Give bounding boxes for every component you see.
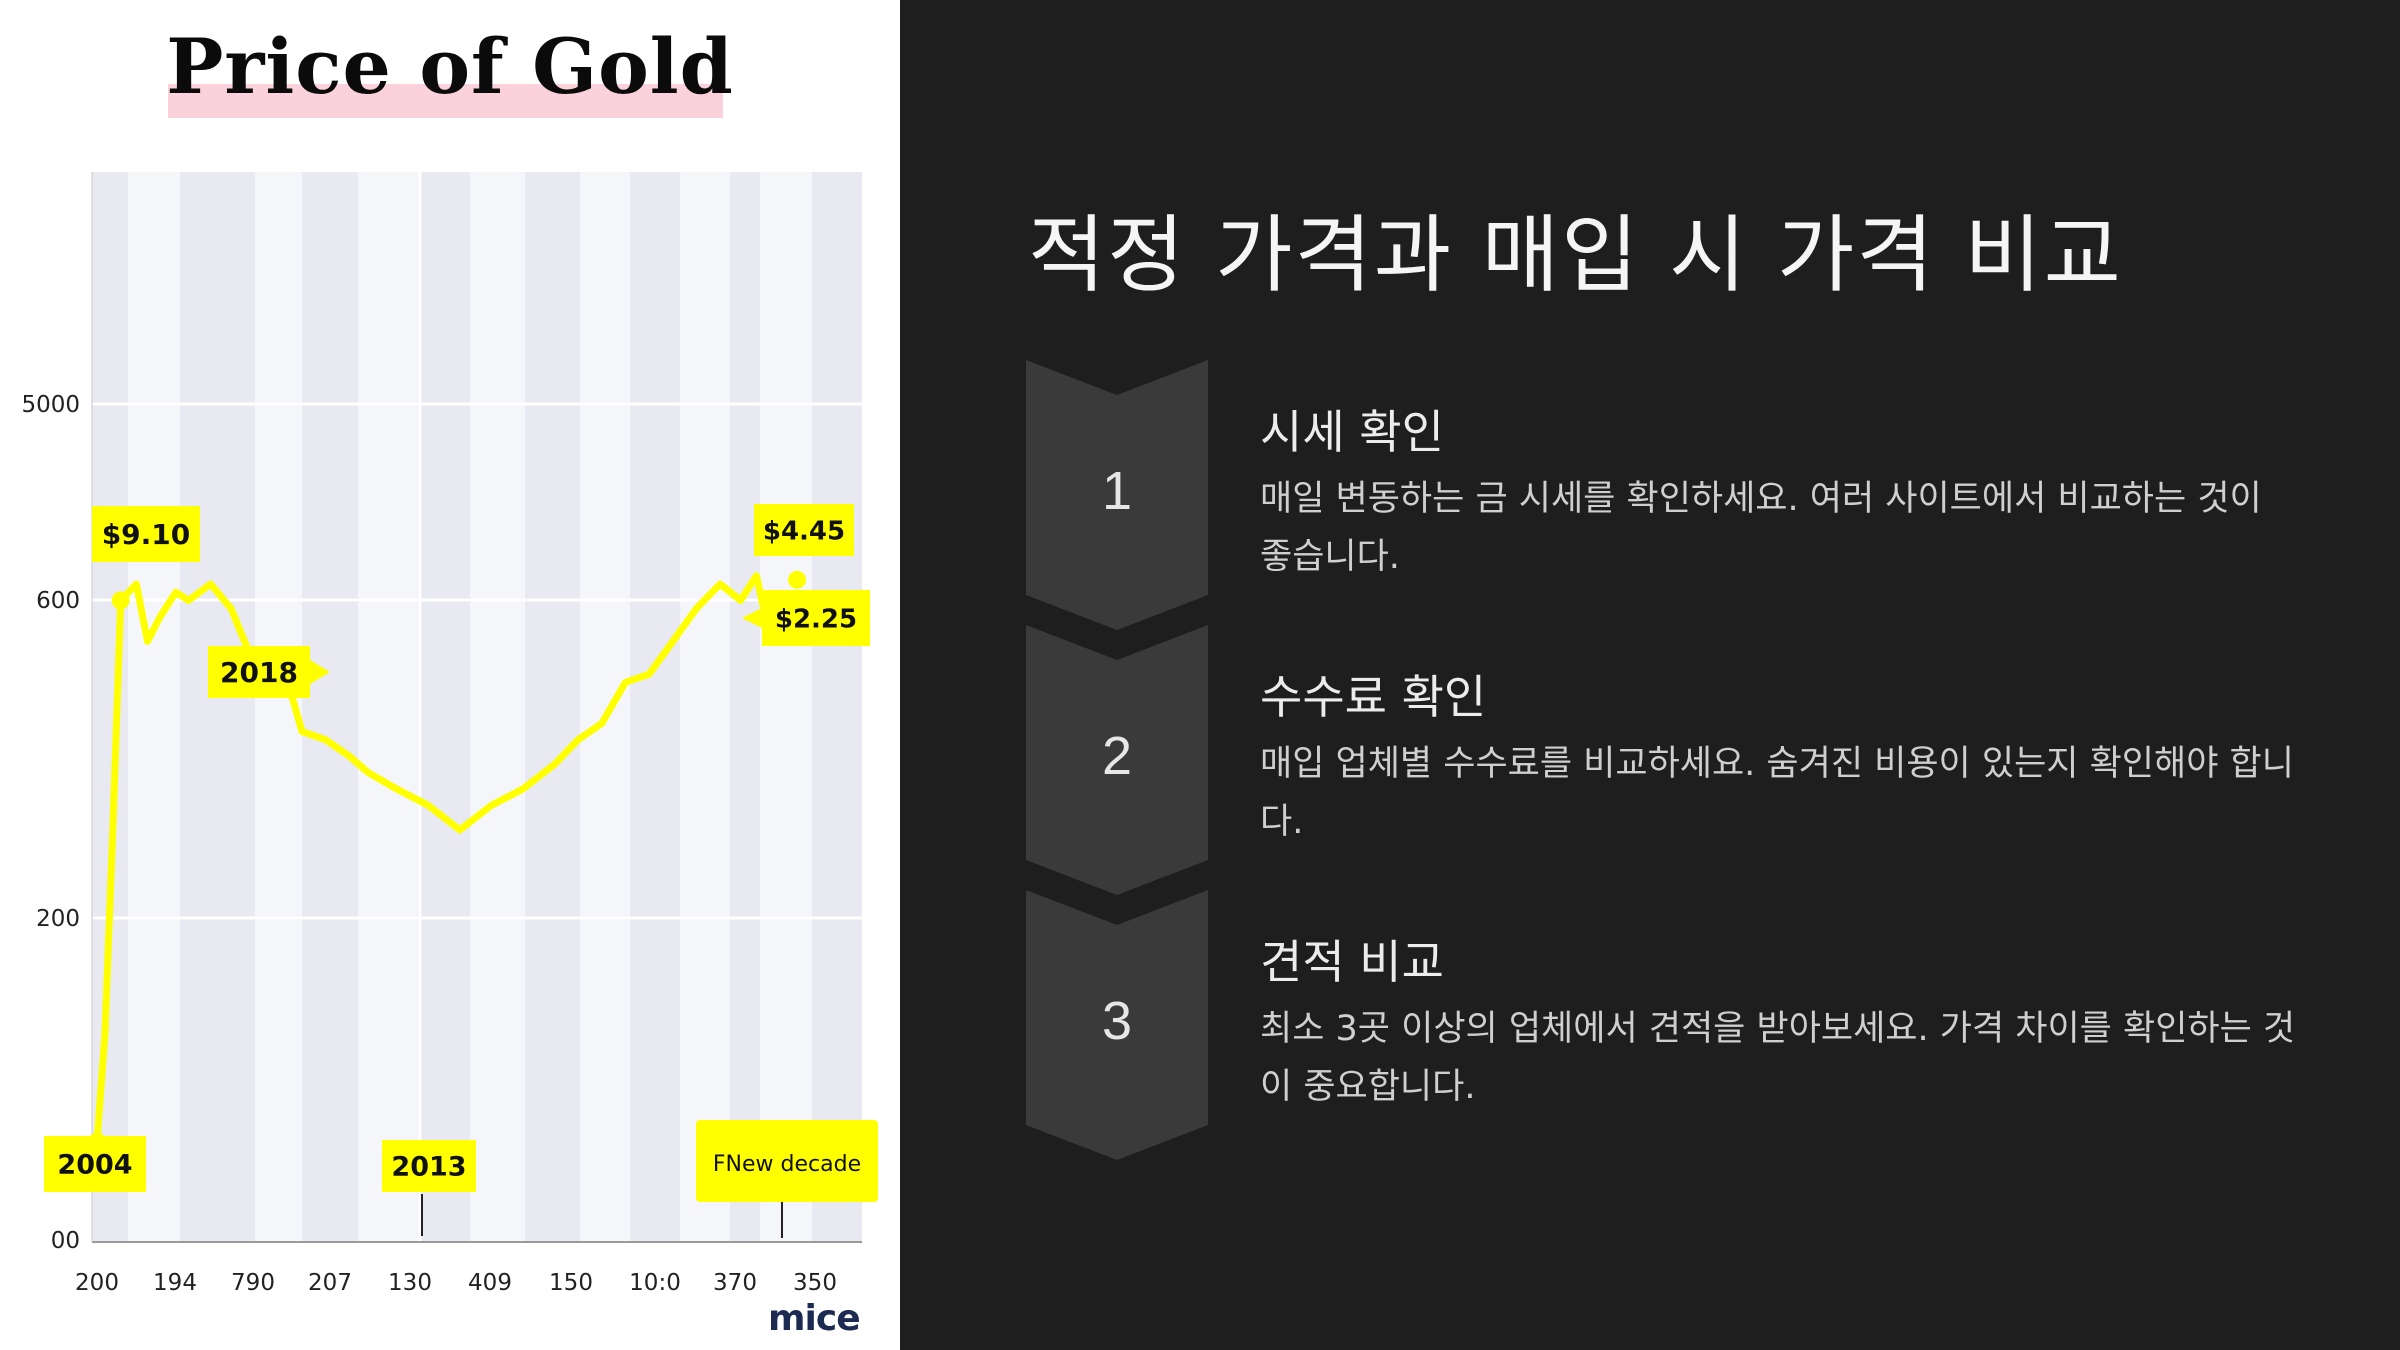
y-tick-label: 600: [36, 588, 80, 614]
step-description: 매일 변동하는 금 시세를 확인하세요. 여러 사이트에서 비교하는 것이 좋습…: [1260, 479, 2262, 577]
chevron-shape: [1026, 360, 1208, 630]
step-title: 수수료 확인: [1260, 670, 1487, 724]
plot-background: [92, 172, 862, 1242]
brand-logo: mice: [768, 1298, 861, 1339]
step-number: 2: [1101, 726, 1133, 786]
plot-band: [470, 172, 525, 1242]
y-tick-label: 5000: [21, 392, 80, 418]
annotation-label-box: [696, 1120, 878, 1202]
plot-band: [358, 172, 420, 1242]
annotation-label: 2004: [57, 1150, 132, 1181]
content-panel: 적정 가격과 매입 시 가격 비교 1 시세 확인 매일 변동하는 금 시세를 …: [900, 0, 2400, 1350]
annotation-label-box: [44, 1136, 146, 1192]
step-number: 1: [1101, 461, 1133, 521]
annotation-label: 2018: [220, 656, 298, 689]
axes: [91, 172, 862, 1243]
step-title: 시세 확인: [1260, 405, 1444, 459]
annotation-label-box: [754, 504, 854, 556]
step-description: 매입 업체별 수수료를 비교하세요. 숨겨진 비용이 있는지 확인해야 합니다.: [1260, 744, 2294, 842]
annotation-label: $9.10: [102, 518, 191, 551]
plot-band: [760, 172, 812, 1242]
x-tick-label: 150: [549, 1270, 593, 1296]
slide-title: 적정 가격과 매입 시 가격 비교: [1028, 206, 2123, 304]
annotation-label: $2.25: [775, 604, 857, 634]
step-title: 견적 비교: [1260, 935, 1444, 989]
title-highlight: [168, 84, 723, 118]
annotations: $9.10 2018 $4.45 $2.25 2004 2013 FNew decade: [44, 504, 878, 1238]
annotation-label-box: [762, 590, 870, 646]
callout-pointer: [742, 608, 762, 628]
x-tick-label: 409: [468, 1270, 512, 1296]
annotation-label-box: [92, 506, 200, 562]
chevron-shape: [1026, 625, 1208, 895]
annotation-label-box: [382, 1140, 476, 1192]
step-description: 최소 3곳 이상의 업체에서 견적을 받아보세요. 가격 차이를 확인하는 것이…: [1260, 1009, 2296, 1107]
plot-band: [680, 172, 730, 1242]
x-tick-label: 194: [153, 1270, 197, 1296]
plot-band: [128, 172, 180, 1242]
step-2: 2 수수료 확인 매입 업체별 수수료를 비교하세요. 숨겨진 비용이 있는지 …: [1026, 625, 2326, 895]
x-tick-label: 790: [231, 1270, 275, 1296]
tick-labels: 5000 600 200 00 200 194 790 207 130 409 150 10:0 370…: [21, 392, 837, 1296]
data-point: [788, 570, 807, 589]
annotation-label: $4.45: [763, 516, 845, 546]
callout-pointer: [310, 660, 330, 684]
plot-band: [580, 172, 630, 1242]
gold-price-line: [93, 572, 812, 1142]
chart-title: Price of Gold: [166, 22, 734, 111]
y-tick-label: 200: [36, 906, 80, 932]
x-tick-label: 207: [308, 1270, 352, 1296]
step-number: 3: [1101, 991, 1133, 1051]
x-tick-label: 200: [75, 1270, 119, 1296]
x-tick-label: 370: [713, 1270, 757, 1296]
data-point: [111, 591, 130, 610]
annotation-label: 2013: [391, 1152, 466, 1183]
annotation-label: FNew decade: [713, 1152, 861, 1177]
y-tick-label: 00: [51, 1228, 80, 1254]
step-1: 1 시세 확인 매일 변동하는 금 시세를 확인하세요. 여러 사이트에서 비교…: [1026, 360, 2326, 630]
x-tick-label: 10:0: [629, 1270, 681, 1296]
chevron-shape: [1026, 890, 1208, 1160]
step-3: 3 견적 비교 최소 3곳 이상의 업체에서 견적을 받아보세요. 가격 차이를…: [1026, 890, 2326, 1160]
gold-price-chart: 5000 600 200 00 200 194 790 207 130 409 150 10:0 370…: [21, 172, 878, 1296]
annotation-label-box: [208, 646, 310, 698]
chart-image-panel: Price of Gold 5000 600 200 00 200 194 790 207 13…: [0, 0, 900, 1350]
x-tick-label: 350: [793, 1270, 837, 1296]
x-tick-label: 130: [388, 1270, 432, 1296]
